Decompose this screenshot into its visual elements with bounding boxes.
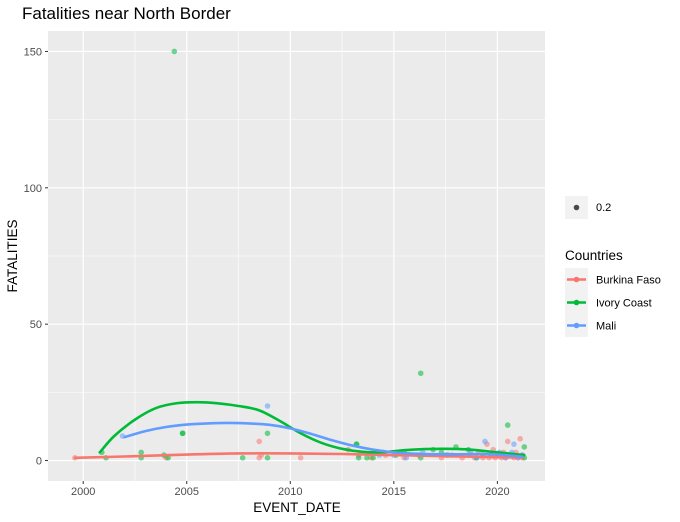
y-tick-label: 0 xyxy=(36,456,42,468)
alpha-legend: 0.2 xyxy=(565,196,611,219)
legend-point-ivory-coast xyxy=(573,299,580,306)
x-tick-label: 2000 xyxy=(71,486,95,498)
x-tick-label: 2010 xyxy=(278,486,302,498)
data-point-ivory-coast xyxy=(355,455,362,461)
data-point-mali xyxy=(511,441,517,447)
legend-label-ivory-coast: Ivory Coast xyxy=(596,298,652,310)
y-axis-title: FATALITIES xyxy=(5,219,20,292)
trend-line-ivory-coast xyxy=(98,400,526,457)
trend-lines xyxy=(73,400,526,460)
x-tick-label: 2020 xyxy=(485,486,509,498)
data-point-burkina-faso xyxy=(504,438,511,445)
y-axis: 0 50 100 150 xyxy=(24,46,48,468)
data-point-ivory-coast xyxy=(171,48,178,55)
data-point-burkina-faso xyxy=(256,438,263,445)
data-point-ivory-coast xyxy=(264,430,271,437)
trend-line-burkina-faso xyxy=(73,452,524,460)
alpha-legend-symbol xyxy=(573,204,580,211)
x-tick-label: 2005 xyxy=(175,486,199,498)
plot-panel xyxy=(48,31,545,481)
data-point-ivory-coast xyxy=(521,444,528,450)
data-point-burkina-faso xyxy=(297,455,304,461)
data-point-ivory-coast xyxy=(364,455,370,461)
legend-label-mali: Mali xyxy=(596,321,616,333)
color-legend-title: Countries xyxy=(565,248,623,263)
data-point-ivory-coast xyxy=(264,455,271,461)
legend-point-mali xyxy=(573,322,580,329)
x-axis-title: EVENT_DATE xyxy=(253,500,341,515)
x-tick-label: 2015 xyxy=(382,486,406,498)
data-point-ivory-coast xyxy=(370,455,376,461)
data-point-ivory-coast xyxy=(504,422,511,428)
data-point-ivory-coast xyxy=(239,455,246,461)
data-point-ivory-coast xyxy=(179,430,186,437)
data-point-mali xyxy=(264,403,271,409)
grid-lines xyxy=(48,31,545,481)
y-tick-label: 150 xyxy=(24,46,42,58)
trend-line-mali xyxy=(123,421,524,459)
y-tick-label: 50 xyxy=(30,319,42,331)
data-point-burkina-faso xyxy=(517,435,523,442)
data-point-ivory-coast xyxy=(417,370,424,377)
data-point-ivory-coast xyxy=(138,449,144,456)
alpha-legend-label: 0.2 xyxy=(596,202,611,214)
color-legend: Countries Burkina Faso Ivory Coast Mali xyxy=(565,248,661,337)
chart-title: Fatalities near North Border xyxy=(22,4,231,23)
x-axis: 2000 2005 2010 2015 2020 xyxy=(71,481,510,498)
legend-point-burkina-faso xyxy=(573,276,580,283)
data-point-mali xyxy=(482,438,488,445)
y-tick-label: 100 xyxy=(24,183,42,195)
legend-label-burkina-faso: Burkina Faso xyxy=(596,275,661,287)
